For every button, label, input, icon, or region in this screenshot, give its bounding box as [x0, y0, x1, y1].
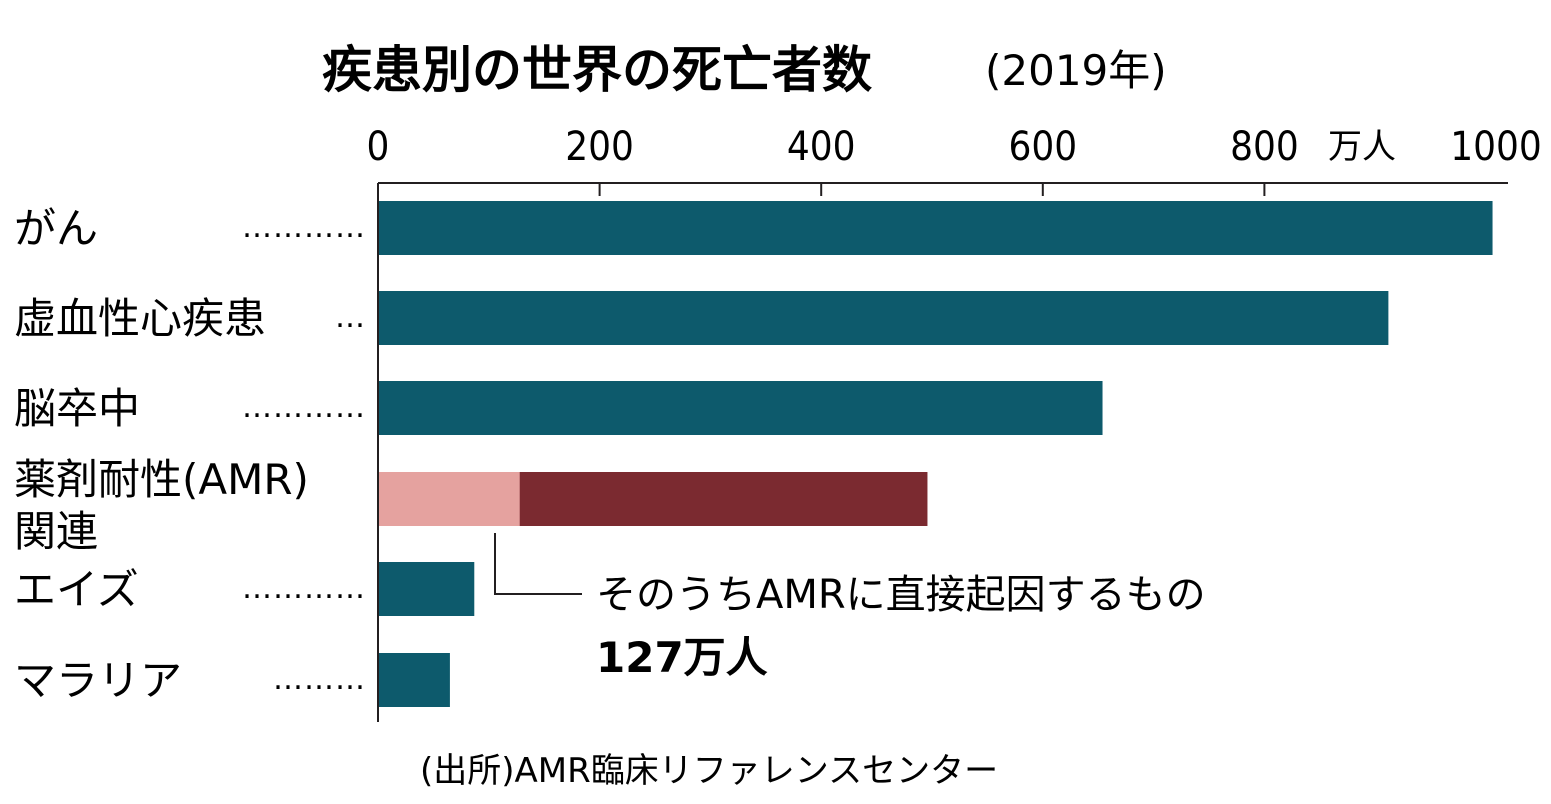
category-label: エイズ — [14, 565, 139, 614]
source-note: (出所)AMR臨床リファレンスセンター — [420, 751, 998, 791]
bar — [379, 381, 1103, 435]
x-tick-label: 600 — [1008, 124, 1077, 170]
bar — [379, 562, 475, 616]
bar — [379, 653, 450, 707]
category-label: マラリア — [14, 656, 182, 705]
chart-title: 疾患別の世界の死亡者数 — [322, 41, 872, 99]
category-leader-dots: ………… — [242, 210, 366, 245]
category-leader-dots: ………… — [242, 571, 366, 606]
category-label: 関連 — [14, 507, 98, 556]
x-tick-label: 200 — [565, 124, 634, 170]
category-label: 脳卒中 — [14, 384, 140, 433]
category-leader-dots: ……… — [273, 662, 366, 697]
annotation-value: 127万人 — [596, 633, 768, 682]
category-label: がん — [14, 204, 98, 253]
x-tick-label: 1000 — [1450, 124, 1542, 170]
bar — [379, 291, 1389, 345]
bar-sub-segment — [379, 472, 520, 526]
x-axis-ticks: 0 200 400 600 800 1000 — [367, 124, 1542, 196]
bar — [379, 201, 1493, 255]
x-tick-label: 0 — [367, 124, 390, 170]
x-tick-label: 800 — [1230, 124, 1299, 170]
category-leader-dots: … — [335, 300, 366, 335]
category-leader-dots: ………… — [242, 390, 366, 425]
category-label: 虚血性心疾患 — [14, 294, 266, 343]
x-tick-label: 400 — [787, 124, 856, 170]
unit-label: 万人 — [1328, 127, 1396, 167]
annotation-text: そのうちAMRに直接起因するもの — [596, 572, 1206, 618]
chart-title-year: (2019年) — [985, 46, 1167, 95]
category-label: 薬剤耐性(AMR) — [14, 455, 309, 504]
annotation-leader-line — [494, 533, 582, 595]
bars — [379, 201, 1493, 707]
